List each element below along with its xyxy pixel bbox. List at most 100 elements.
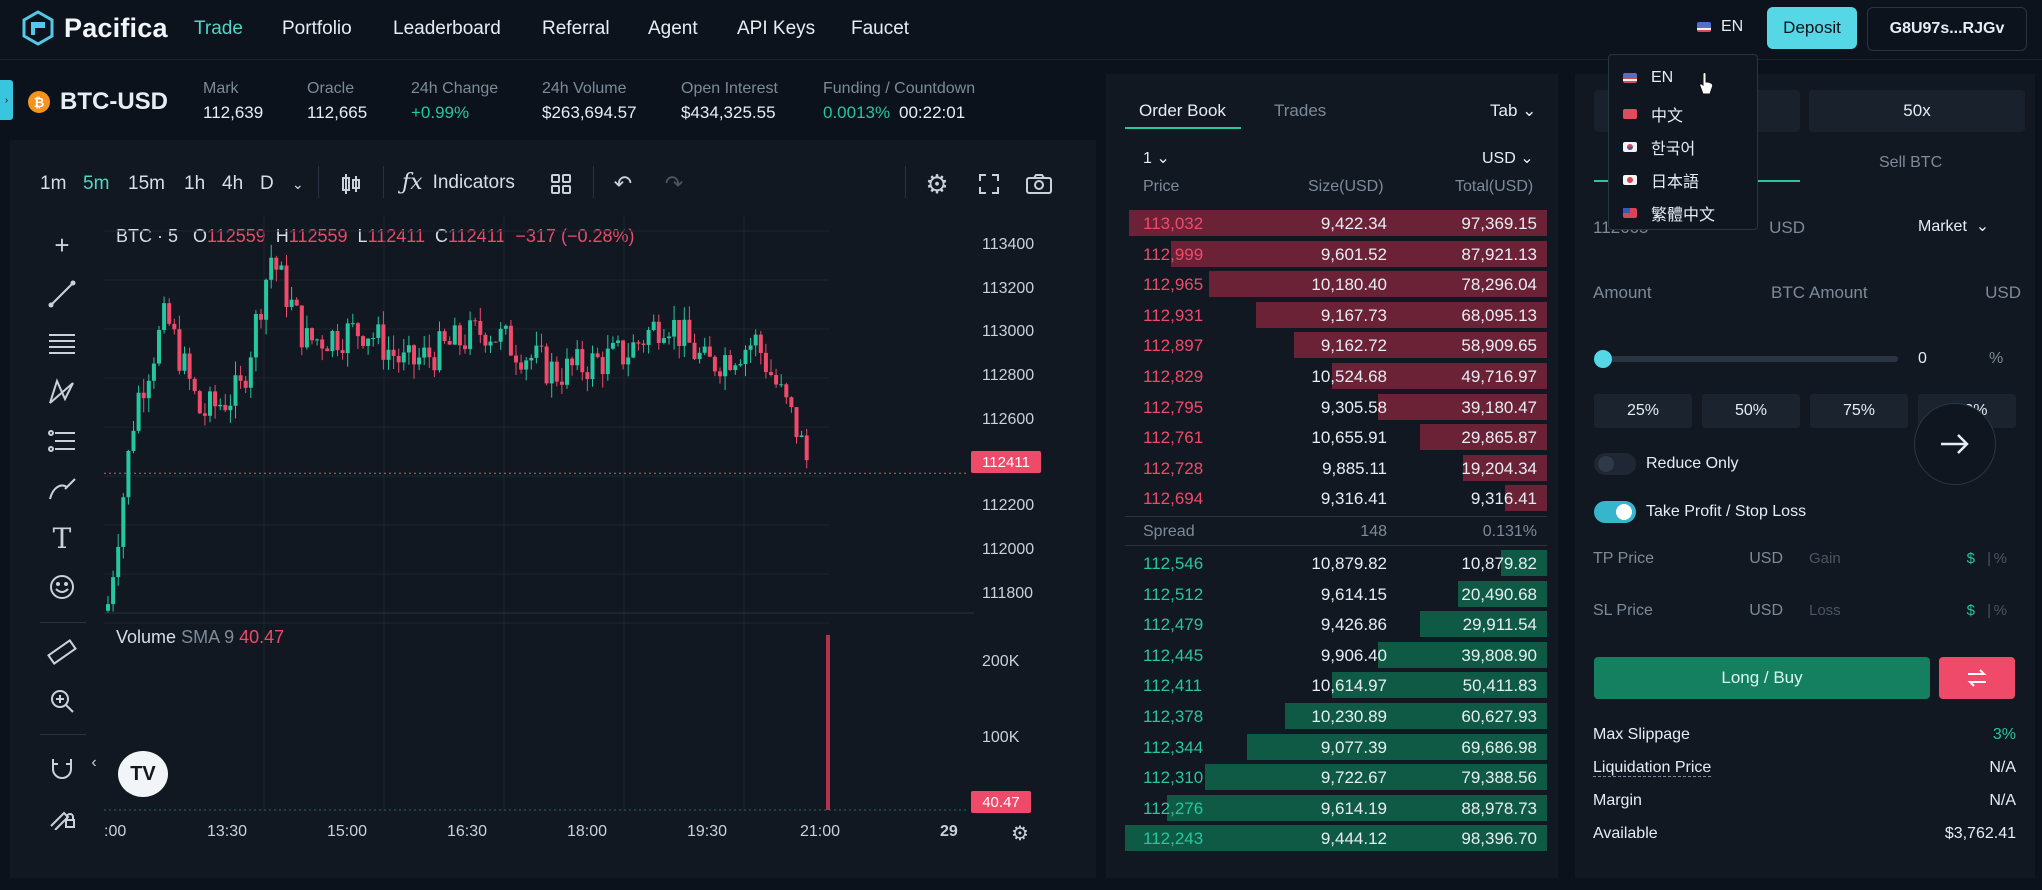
currency-dollar-icon[interactable]: $ xyxy=(1966,602,1975,619)
wallet-address-button[interactable]: G8U97s...RJGv xyxy=(1867,7,2027,51)
crosshair-icon[interactable]: + xyxy=(54,229,70,260)
nav-portfolio[interactable]: Portfolio xyxy=(282,18,352,39)
nav-leaderboard[interactable]: Leaderboard xyxy=(393,18,501,39)
order-type-select[interactable]: Market ⌄ xyxy=(1918,216,1989,236)
swap-side-button[interactable] xyxy=(1939,657,2015,699)
ruler-icon[interactable] xyxy=(44,634,80,670)
amount-usd-input[interactable]: Amount USD xyxy=(1809,283,2021,303)
candle-type-icon[interactable] xyxy=(333,166,369,202)
reduce-only-toggle[interactable] xyxy=(1594,453,1636,475)
indicators-button[interactable]: ƒx Indicators xyxy=(402,170,515,195)
tab-trades[interactable]: Trades xyxy=(1274,101,1327,120)
language-option-en[interactable]: EN xyxy=(1623,69,1673,87)
ask-row[interactable]: 112,728 9,885.11 19,204.34 xyxy=(1125,454,1547,482)
ask-row[interactable]: 112,999 9,601.52 87,921.13 xyxy=(1125,240,1547,268)
percent-unit-icon[interactable]: % xyxy=(1993,550,2007,567)
bid-row[interactable]: 112,411 10,614.97 50,411.83 xyxy=(1125,671,1547,699)
timeframe-d[interactable]: D xyxy=(260,173,274,194)
zoom-in-icon[interactable] xyxy=(44,683,80,719)
ask-row[interactable]: 112,897 9,162.72 58,909.65 xyxy=(1125,331,1547,359)
brush-icon[interactable] xyxy=(44,472,80,508)
language-option-zh[interactable]: 中文 xyxy=(1623,102,1683,126)
percent-25-button[interactable]: 25% xyxy=(1594,394,1692,428)
tp-sl-toggle[interactable] xyxy=(1594,501,1636,523)
camera-icon[interactable] xyxy=(1021,166,1057,202)
tradingview-logo-icon[interactable]: TV xyxy=(118,751,168,797)
magnet-icon[interactable] xyxy=(44,750,80,786)
nav-faucet[interactable]: Faucet xyxy=(851,18,910,39)
timeframe-4h[interactable]: 4h xyxy=(222,173,244,194)
tab-sell-btc[interactable]: Sell BTC xyxy=(1879,154,1943,171)
amount-slider-track[interactable] xyxy=(1603,356,1898,362)
sidebar-expand-button[interactable]: › xyxy=(0,80,13,120)
bid-row[interactable]: 112,243 9,444.12 98,396.70 xyxy=(1125,824,1547,852)
pattern-tool-icon[interactable] xyxy=(44,374,80,410)
ask-row[interactable]: 112,965 10,180.40 78,296.04 xyxy=(1125,270,1547,298)
ask-row[interactable]: 112,761 10,655.91 29,865.87 xyxy=(1125,423,1547,451)
tp-gain-input[interactable]: Gain $ | % xyxy=(1809,550,2021,567)
bid-row[interactable]: 112,344 9,077.39 69,686.98 xyxy=(1125,733,1547,761)
ask-row[interactable]: 112,694 9,316.41 9,316.41 xyxy=(1125,484,1547,512)
candle-body xyxy=(626,357,631,365)
language-option-ko[interactable]: 한국어 xyxy=(1623,135,1695,159)
timeframe-dropdown-icon[interactable]: ⌄ xyxy=(292,176,304,192)
text-tool-icon[interactable]: T xyxy=(52,521,72,555)
bid-row[interactable]: 112,546 10,879.82 10,879.82 xyxy=(1125,549,1547,577)
timeframe-15m[interactable]: 15m xyxy=(128,173,165,194)
ask-row[interactable]: 113,032 9,422.34 97,369.15 xyxy=(1125,209,1547,237)
emoji-icon[interactable] xyxy=(44,569,80,605)
axis-settings-icon[interactable]: ⚙ xyxy=(1011,822,1029,845)
sl-price-input[interactable]: SL Price USD xyxy=(1593,602,1799,620)
layout-grid-icon[interactable] xyxy=(543,166,579,202)
trend-line-icon[interactable] xyxy=(44,276,80,312)
bid-row[interactable]: 112,512 9,614.15 20,490.68 xyxy=(1125,580,1547,608)
sl-loss-input[interactable]: Loss $ | % xyxy=(1809,602,2021,619)
undo-icon[interactable]: ↶ xyxy=(613,171,633,196)
max-slippage-value[interactable]: 3% xyxy=(1992,726,2016,743)
language-option-ja[interactable]: 日本語 xyxy=(1623,168,1699,192)
bid-row[interactable]: 112,310 9,722.67 79,388.56 xyxy=(1125,763,1547,791)
fullscreen-icon[interactable] xyxy=(971,166,1007,202)
flag-kr-icon xyxy=(1623,142,1637,152)
nav-trade[interactable]: Trade xyxy=(194,18,243,39)
ask-row[interactable]: 112,795 9,305.58 39,180.47 xyxy=(1125,393,1547,421)
amount-slider-handle[interactable] xyxy=(1594,350,1612,368)
percent-50-button[interactable]: 50% xyxy=(1702,394,1800,428)
settings-gear-icon[interactable]: ⚙ xyxy=(925,168,949,199)
view-mode-select[interactable]: Tab ⌄ xyxy=(1490,101,1536,121)
deposit-button[interactable]: Deposit xyxy=(1767,7,1857,49)
nav-agent[interactable]: Agent xyxy=(648,18,698,39)
currency-select[interactable]: USD ⌄ xyxy=(1482,148,1534,168)
grouping-select[interactable]: 1 ⌄ xyxy=(1143,148,1170,168)
long-buy-button[interactable]: Long / Buy xyxy=(1594,657,1930,699)
amount-btc-input[interactable]: Amount BTC xyxy=(1593,283,1805,303)
ask-row[interactable]: 112,829 10,524.68 49,716.97 xyxy=(1125,362,1547,390)
currency-dollar-icon[interactable]: $ xyxy=(1966,550,1975,567)
tp-price-input[interactable]: TP Price USD xyxy=(1593,550,1799,568)
ask-row[interactable]: 112,931 9,167.73 68,095.13 xyxy=(1125,301,1547,329)
candlestick-chart[interactable] xyxy=(104,215,974,815)
collapse-tools-icon[interactable]: ‹ xyxy=(91,754,97,771)
language-selector[interactable]: EN xyxy=(1697,18,1743,36)
percent-unit-icon[interactable]: % xyxy=(1993,602,2007,619)
fib-tool-icon[interactable] xyxy=(44,423,80,459)
percent-75-button[interactable]: 75% xyxy=(1810,394,1908,428)
redo-icon[interactable]: ↷ xyxy=(664,171,684,196)
bid-row[interactable]: 112,479 9,426.86 29,911.54 xyxy=(1125,610,1547,638)
horizontal-lines-icon[interactable] xyxy=(44,325,80,361)
tab-order-book[interactable]: Order Book xyxy=(1139,101,1226,120)
timeframe-1m[interactable]: 1m xyxy=(40,173,67,194)
language-option-zh-tw[interactable]: 繁體中文 xyxy=(1623,201,1715,225)
timeframe-1h[interactable]: 1h xyxy=(184,173,206,194)
lock-drawing-icon[interactable] xyxy=(44,798,80,834)
nav-referral[interactable]: Referral xyxy=(542,18,610,39)
brand-logo[interactable]: Pacifica xyxy=(20,10,168,46)
next-arrow-button[interactable] xyxy=(1914,403,1996,485)
nav-api-keys[interactable]: API Keys xyxy=(737,18,816,39)
bid-row[interactable]: 112,445 9,906.40 39,808.90 xyxy=(1125,641,1547,669)
bid-row[interactable]: 112,276 9,614.19 88,978.73 xyxy=(1125,794,1547,822)
timeframe-5m[interactable]: 5m xyxy=(83,173,110,194)
market-pair[interactable]: BTC-USD xyxy=(60,88,168,115)
leverage-button[interactable]: 50x xyxy=(1809,90,2025,132)
bid-row[interactable]: 112,378 10,230.89 60,627.93 xyxy=(1125,702,1547,730)
